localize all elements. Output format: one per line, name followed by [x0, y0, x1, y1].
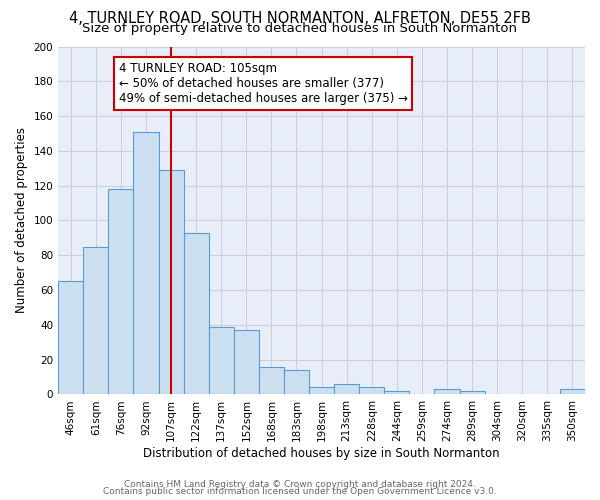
Bar: [460, 391, 485, 394]
Bar: [234, 330, 259, 394]
Bar: [560, 389, 585, 394]
Bar: [83, 246, 109, 394]
Bar: [58, 282, 83, 395]
Bar: [259, 366, 284, 394]
Bar: [284, 370, 309, 394]
Bar: [184, 232, 209, 394]
Bar: [109, 189, 133, 394]
Text: Size of property relative to detached houses in South Normanton: Size of property relative to detached ho…: [83, 22, 517, 35]
Text: Contains public sector information licensed under the Open Government Licence v3: Contains public sector information licen…: [103, 487, 497, 496]
Text: 4 TURNLEY ROAD: 105sqm
← 50% of detached houses are smaller (377)
49% of semi-de: 4 TURNLEY ROAD: 105sqm ← 50% of detached…: [119, 62, 408, 105]
Bar: [309, 388, 334, 394]
Text: Contains HM Land Registry data © Crown copyright and database right 2024.: Contains HM Land Registry data © Crown c…: [124, 480, 476, 489]
Y-axis label: Number of detached properties: Number of detached properties: [15, 128, 28, 314]
Bar: [209, 326, 234, 394]
Text: 4, TURNLEY ROAD, SOUTH NORMANTON, ALFRETON, DE55 2FB: 4, TURNLEY ROAD, SOUTH NORMANTON, ALFRET…: [69, 11, 531, 26]
Bar: [385, 391, 409, 394]
Bar: [133, 132, 158, 394]
X-axis label: Distribution of detached houses by size in South Normanton: Distribution of detached houses by size …: [143, 447, 500, 460]
Bar: [359, 388, 385, 394]
Bar: [334, 384, 359, 394]
Bar: [158, 170, 184, 394]
Bar: [434, 389, 460, 394]
